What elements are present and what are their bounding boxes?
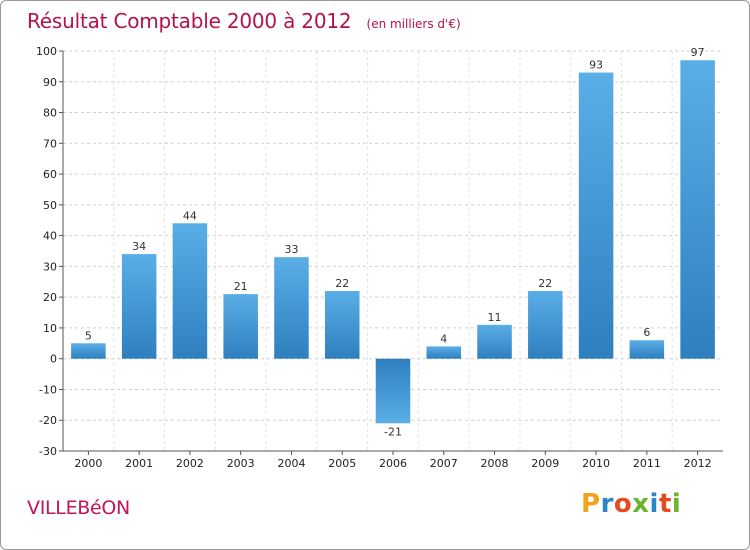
logo-letter: t [658,489,672,519]
value-label-2009: 22 [538,277,552,290]
value-label-2012: 97 [691,46,705,59]
y-tick-label: 60 [43,168,57,181]
logo-letter: i [649,489,659,519]
x-tick-label-2006: 2006 [379,457,407,470]
bar-2012 [680,60,715,359]
chart-subtitle: (en milliers d'€) [366,17,461,31]
proxiti-logo: Proxiti [581,489,681,519]
bar-2009 [528,291,563,359]
bar-2011 [629,340,665,359]
y-tick-label: 40 [43,230,57,243]
bar-2001 [121,254,157,359]
y-tick-label: 20 [43,291,57,304]
value-label-2006: -21 [384,425,402,438]
x-tick-label-2009: 2009 [531,457,559,470]
logo-letter: x [632,489,650,519]
x-tick-label-2004: 2004 [277,457,305,470]
y-tick-label: 10 [43,322,57,335]
x-tick-label-2007: 2007 [430,457,458,470]
chart-title: Résultat Comptable 2000 à 2012 [27,9,352,33]
x-tick-label-2002: 2002 [176,457,204,470]
x-tick-label-2001: 2001 [125,457,153,470]
x-tick-label-2010: 2010 [582,457,610,470]
y-tick-label: 50 [43,199,57,212]
bar-2006 [375,358,411,424]
value-label-2001: 34 [132,240,146,253]
bar-2008 [477,324,512,359]
logo-letter: P [581,489,601,519]
bar-2004 [274,257,309,359]
bar-2005 [324,291,360,359]
value-label-2010: 93 [589,59,603,72]
x-tick-label-2005: 2005 [328,457,356,470]
x-tick-label-2008: 2008 [481,457,509,470]
y-tick-label: 70 [43,137,57,150]
y-tick-label: -10 [39,383,57,396]
x-tick-label-2012: 2012 [684,457,712,470]
value-label-2004: 33 [284,243,298,256]
bar-2010 [578,72,614,359]
logo-letter: r [600,489,614,519]
value-label-2008: 11 [488,311,502,324]
value-label-2011: 6 [643,326,650,339]
y-tick-label: 90 [43,76,57,89]
bar-2000 [71,343,106,359]
logo-letter: i [671,489,682,519]
x-tick-label-2000: 2000 [74,457,102,470]
y-tick-label: 80 [43,107,57,120]
x-tick-label-2003: 2003 [227,457,255,470]
value-label-2003: 21 [234,280,248,293]
chart-header: Résultat Comptable 2000 à 2012 (en milli… [27,9,461,33]
y-tick-label: 30 [43,260,57,273]
y-tick-label: 100 [36,45,57,58]
y-tick-label: -30 [39,445,57,458]
bar-2003 [223,294,258,359]
value-label-2002: 44 [183,209,197,222]
value-label-2007: 4 [440,332,447,345]
y-tick-label: 0 [50,353,57,366]
x-tick-label-2011: 2011 [633,457,661,470]
commune-name: VILLEBéON [27,497,130,519]
value-label-2000: 5 [85,329,92,342]
logo-letter: o [613,489,633,519]
bar-2002 [172,223,208,359]
value-label-2005: 22 [335,277,349,290]
bar-2007 [426,346,462,359]
y-tick-label: -20 [39,414,57,427]
